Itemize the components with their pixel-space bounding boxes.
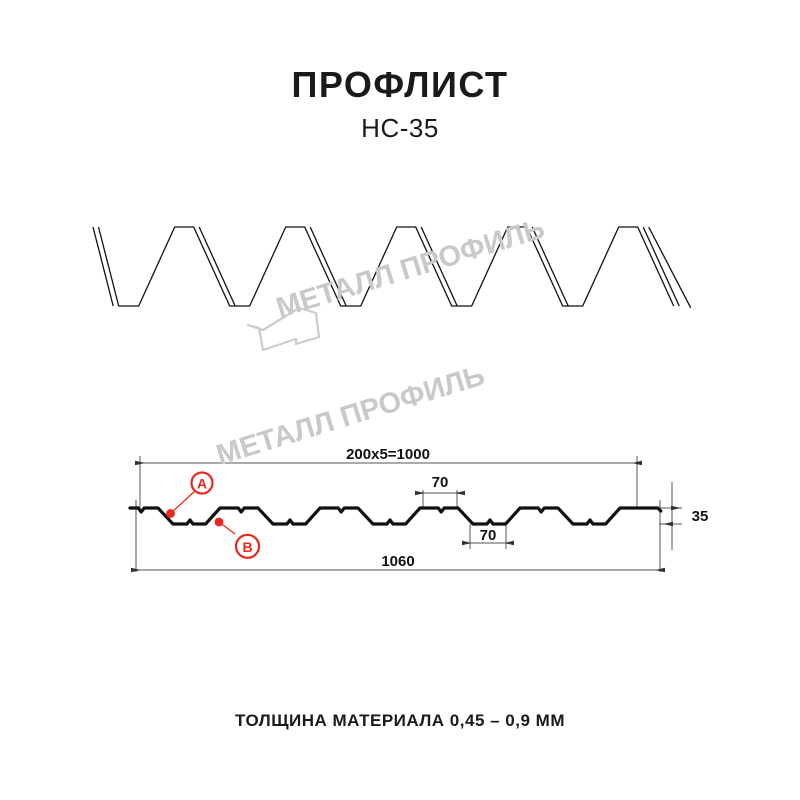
- svg-text:200x5=1000: 200x5=1000: [346, 446, 430, 463]
- svg-text:B: B: [242, 539, 252, 555]
- svg-text:70: 70: [432, 474, 449, 491]
- svg-text:1060: 1060: [381, 553, 414, 570]
- svg-text:МЕТАЛЛ ПРОФИЛЬ: МЕТАЛЛ ПРОФИЛЬ: [273, 213, 549, 325]
- svg-text:A: A: [197, 476, 207, 492]
- svg-text:70: 70: [480, 527, 497, 544]
- svg-text:35: 35: [692, 508, 709, 525]
